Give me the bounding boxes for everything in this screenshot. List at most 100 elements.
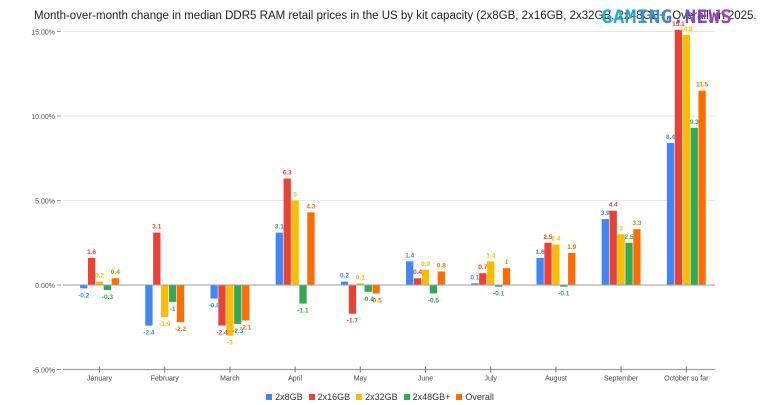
bar [617, 234, 625, 285]
legend-label: Overall [465, 392, 494, 402]
bar [560, 285, 568, 287]
bar-value-label: 1.6 [87, 249, 96, 256]
gaming-news-logo: GAMING.NEWS [601, 6, 733, 28]
bar-value-label: 1.6 [536, 249, 545, 256]
bar [161, 285, 169, 318]
bar [168, 285, 177, 302]
bar-series [80, 29, 706, 336]
bar-value-label: 0.4 [413, 269, 422, 276]
bar [413, 278, 422, 285]
bar [340, 281, 349, 285]
bar-value-label: 1.9 [567, 244, 576, 251]
bar-value-label: 4.3 [306, 203, 315, 210]
bar [421, 269, 430, 285]
bar [471, 283, 479, 285]
chart-legend: 2x8GB 2x16GB 2x32GB 2x48GB+ Overall [0, 392, 760, 402]
bar [153, 232, 161, 285]
bar-value-label: 3 [619, 225, 623, 232]
legend-swatch-icon [308, 394, 315, 400]
bar [218, 285, 226, 326]
bar-value-label: 14.8 [680, 26, 693, 33]
bar-value-label: 2.5 [624, 234, 633, 241]
bar [242, 285, 250, 321]
bar [176, 285, 185, 323]
chart-title: Month-over-month change in median DDR5 R… [34, 10, 757, 22]
bar [479, 273, 487, 285]
legend-item[interactable]: 2x48GB+ [403, 392, 450, 402]
bar-value-label: -0.1 [558, 291, 570, 298]
bar [666, 143, 675, 285]
bar-value-label: 1.4 [486, 252, 495, 259]
bar [536, 257, 544, 285]
bar [494, 285, 503, 287]
y-tick-label: 5.00% [35, 199, 55, 206]
bar [80, 285, 88, 289]
bar-value-label: 11.5 [696, 82, 709, 89]
bar [364, 285, 372, 292]
axes: -5.00% 0.00% 5.00% 10.00% 15.00% January Febru… [31, 30, 715, 383]
bar-value-label: -0.2 [78, 292, 90, 299]
bar-value-label: 3.1 [275, 224, 284, 231]
bar-value-label: 1.4 [405, 252, 414, 259]
x-tick-label: January [87, 376, 112, 383]
bar [226, 285, 234, 336]
data-labels: -0.2 1.6 0.2 -0.3 0.4 -2.4 3.1 -1.9 -1 -2.2 -0.8 -2… [78, 21, 709, 347]
bar-value-label: -2.3 [232, 328, 244, 335]
x-tick-label: July [484, 376, 497, 383]
bar [406, 261, 414, 285]
bar-value-label: -3 [227, 340, 233, 347]
bar-value-label: 9.3 [690, 119, 699, 126]
bar-value-label: 5 [293, 192, 297, 199]
bar [103, 285, 112, 291]
legend-swatch-icon [456, 394, 463, 400]
bar [283, 178, 291, 285]
y-tick-label: 0.00% [35, 283, 55, 290]
bar [307, 212, 315, 285]
bar [544, 242, 552, 285]
bar-value-label: -0.4 [363, 296, 375, 303]
bar-value-label: 0.2 [340, 273, 349, 280]
bar [601, 219, 609, 285]
x-tick-label: August [545, 376, 567, 383]
legend-label: 2x8GB [275, 392, 303, 402]
bar-value-label: 3.3 [632, 220, 641, 227]
bar [299, 285, 307, 304]
bar [552, 244, 560, 285]
bar [372, 285, 380, 294]
legend-label: 2x16GB [317, 392, 351, 402]
legend-item[interactable]: 2x16GB [308, 392, 351, 402]
x-tick-label: October so far [664, 376, 709, 383]
bar-value-label: -2.1 [240, 324, 252, 331]
bar-value-label: 0.4 [111, 269, 120, 276]
x-tick-label: March [220, 376, 240, 383]
bar [674, 29, 683, 286]
bar-value-label: -0.3 [102, 294, 114, 301]
bar-value-label: -0.5 [428, 297, 440, 304]
bar-value-label: -1.9 [159, 321, 171, 328]
bar-value-label: -1.7 [347, 318, 359, 325]
bar [210, 285, 218, 299]
bar-value-label: 3.1 [152, 224, 161, 231]
bar [698, 90, 706, 286]
bar [502, 268, 511, 285]
gridlines [63, 31, 715, 201]
x-tick-label: April [288, 376, 302, 383]
bar [275, 232, 283, 285]
bar-value-label: 6.3 [283, 170, 292, 177]
bar-value-label: 0.1 [470, 274, 479, 281]
bar [111, 278, 119, 285]
legend-item[interactable]: 2x32GB [356, 392, 398, 402]
bar [609, 210, 617, 285]
legend-item[interactable]: Overall [456, 392, 494, 402]
bar-value-label: 0.9 [421, 261, 430, 268]
legend-swatch-icon [403, 394, 410, 400]
bar [87, 257, 96, 285]
bar [291, 200, 299, 285]
bar-value-label: -2.4 [143, 330, 155, 337]
bar [429, 285, 438, 294]
bar-value-label: -0.8 [209, 303, 221, 310]
bar-value-label: 0.7 [478, 264, 487, 271]
legend-item[interactable]: 2x8GB [266, 392, 303, 402]
legend-swatch-icon [266, 394, 273, 400]
bar-value-label: 2.5 [543, 234, 552, 241]
